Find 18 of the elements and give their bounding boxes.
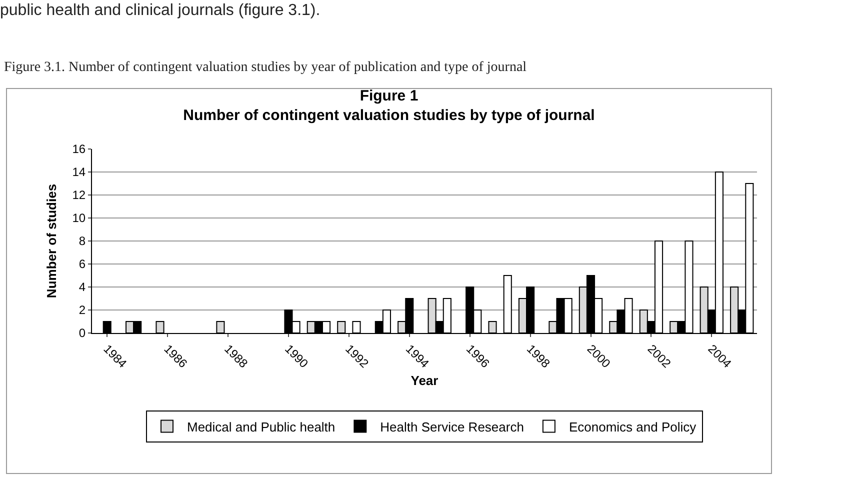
y-tick-label: 14 — [72, 165, 86, 180]
legend-label: Economics and Policy — [568, 419, 697, 434]
x-axis-title: Year — [410, 372, 438, 388]
legend-label: Medical and Public health — [187, 419, 336, 434]
chart-subtitle: Number of contingent valuation studies by type of journal — [183, 107, 595, 124]
y-tick-label: 12 — [72, 188, 86, 202]
y-tick-label: 16 — [72, 142, 86, 156]
y-tick-label: 0 — [78, 326, 86, 340]
y-tick-label: 2 — [78, 303, 86, 318]
text: public health and clinical journals (figure 3.1). — [0, 2, 320, 20]
chart-title: Figure 1 — [360, 88, 418, 105]
y-axis-title: Number of studies — [44, 184, 59, 298]
y-tick-label: 6 — [78, 257, 86, 272]
y-tick-label: 10 — [72, 211, 86, 226]
y-tick-label: 8 — [78, 234, 86, 248]
y-tick-label: 4 — [78, 280, 86, 294]
caption: Figure 3.1. Number of contingent valuation studies by year of publication and type of journal — [4, 60, 527, 76]
legend-label: Health Service Research — [380, 419, 524, 434]
